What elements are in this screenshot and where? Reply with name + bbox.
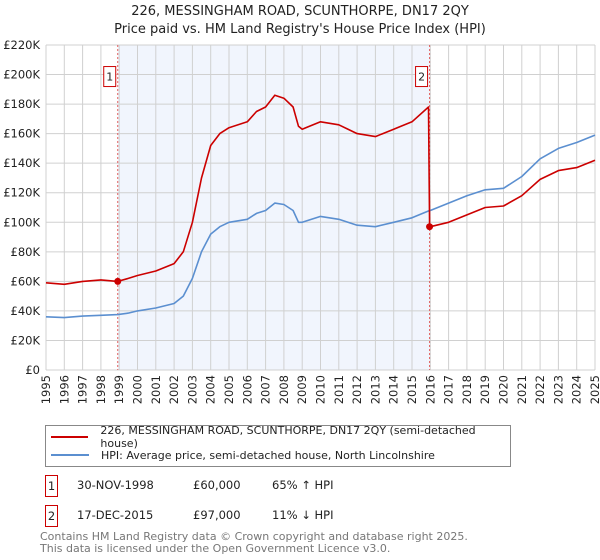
x-tick-label: 1997 [76,375,90,404]
sale-point [114,277,122,285]
x-tick-label: 2009 [295,375,309,404]
chart-title: 226, MESSINGHAM ROAD, SCUNTHORPE, DN17 2… [131,4,469,19]
x-tick-label: 2002 [167,375,181,404]
y-tick-label: £180K [3,97,40,111]
x-tick-label: 1999 [112,375,126,404]
x-tick-label: 1995 [39,375,53,404]
sale-hpi: 65% ↑ HPI [272,478,334,492]
sale-badge: 2 [45,505,58,527]
x-tick-label: 2004 [204,375,218,404]
footer-copyright: Contains HM Land Registry data © Crown c… [40,530,468,543]
sale-price: £97,000 [193,508,241,522]
legend-label-hpi: HPI: Average price, semi-detached house,… [101,448,435,462]
y-tick-label: £120K [3,186,40,200]
x-tick-label: 2025 [588,375,600,404]
footer: Contains HM Land Registry data © Crown c… [40,531,468,555]
legend-swatch-hpi [51,454,89,456]
hpi-line [45,134,596,319]
y-tick-label: £20K [11,333,41,347]
x-tick-label: 2013 [368,375,382,404]
x-tick-label: 2024 [570,375,584,404]
x-tick-label: 2005 [222,375,236,404]
x-tick-label: 2019 [478,375,492,404]
legend-swatch-property [51,436,89,438]
x-tick-label: 2010 [314,375,328,404]
y-tick-label: £100K [3,215,40,229]
y-tick-label: £200K [3,68,40,82]
chart-subtitle: Price paid vs. HM Land Registry's House … [114,22,486,37]
y-tick-label: £80K [11,245,41,259]
sale-label: 2 [418,71,425,84]
sale-date: 17-DEC-2015 [77,508,154,522]
x-tick-label: 2020 [497,375,511,404]
sale-point [426,223,434,231]
sale-label-box [415,66,429,88]
x-tick-label: 2012 [350,375,364,404]
x-tick-label: 2001 [149,375,163,404]
sale-hpi: 11% ↓ HPI [272,508,334,522]
property-price-line [45,94,596,286]
ownership-shading [117,45,430,370]
x-tick-label: 2008 [277,375,291,404]
y-tick-label: £220K [3,38,40,52]
x-tick-label: 2006 [240,375,254,404]
price-chart: 1995 1996 1997 1998 1999 2000 2001 2002 2003 2004… [3,38,600,404]
y-tick-label: £140K [3,156,40,170]
x-tick-label: 2016 [423,375,437,404]
x-tick-label: 2021 [515,375,529,404]
footer-licence: This data is licensed under the Open Gov… [40,542,391,555]
x-tick-label: 2003 [185,375,199,404]
x-tick-label: 2023 [551,375,565,404]
y-tick-label: £60K [11,274,41,288]
sale-badge: 1 [45,475,58,497]
x-tick-label: 2022 [533,375,547,404]
sale-date: 30-NOV-1998 [77,478,154,492]
sale-label: 1 [106,71,113,84]
y-tick-label: £0 [25,363,40,377]
x-tick-label: 1996 [57,375,71,404]
legend: 226, MESSINGHAM ROAD, SCUNTHORPE, DN17 2… [45,424,511,467]
x-tick-label: 2007 [259,375,273,404]
y-tick-label: £160K [3,127,40,141]
x-tick-label: 2014 [387,375,401,404]
sale-price: £60,000 [193,478,241,492]
x-tick-label: 2018 [460,375,474,404]
y-tick-label: £40K [11,304,41,318]
x-tick-label: 1998 [94,375,108,404]
sale-label-box [103,66,117,88]
legend-label-property: 226, MESSINGHAM ROAD, SCUNTHORPE, DN17 2… [100,424,476,450]
x-tick-label: 2017 [442,375,456,404]
x-tick-label: 2011 [332,375,346,404]
x-tick-label: 2015 [405,375,419,404]
x-tick-label: 2000 [131,375,145,404]
